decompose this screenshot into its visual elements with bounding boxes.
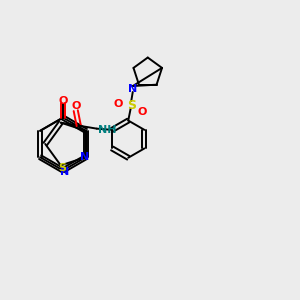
Text: S: S [127,99,136,112]
Text: O: O [113,99,122,109]
Text: N: N [60,167,69,177]
Text: O: O [58,96,68,106]
Text: N: N [128,84,137,94]
Text: O: O [71,101,80,111]
Text: O: O [137,106,146,116]
Text: NH: NH [98,125,117,135]
Text: S: S [58,164,66,173]
Text: N: N [80,152,89,162]
